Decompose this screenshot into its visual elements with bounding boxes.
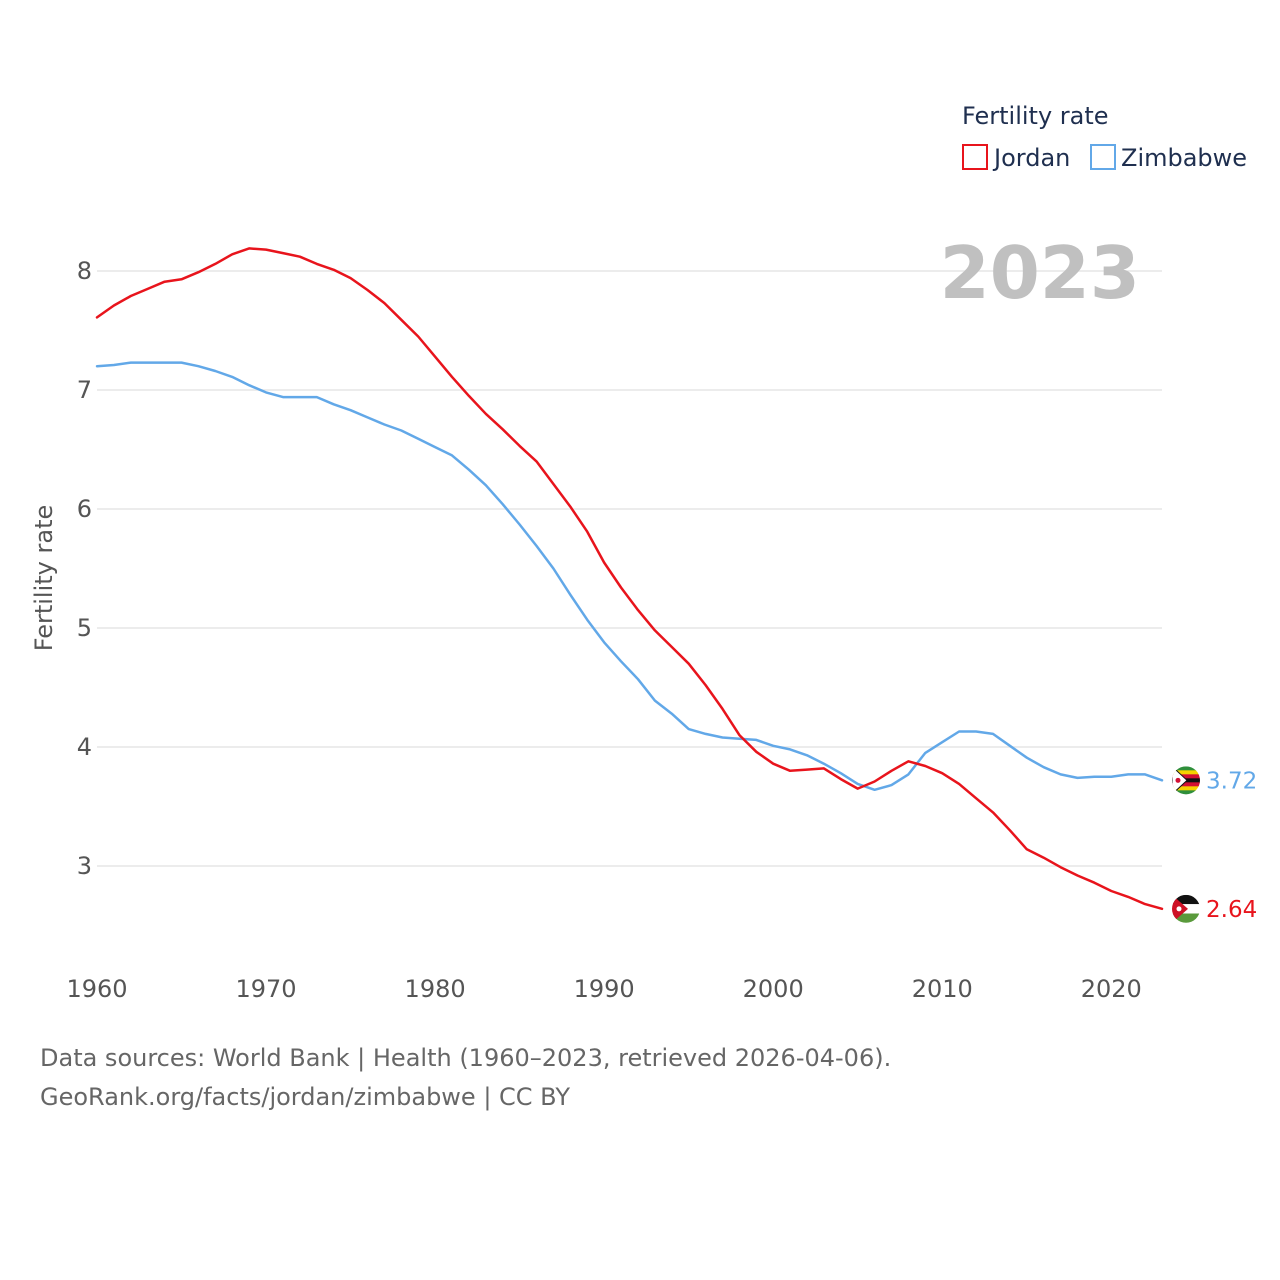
y-axis-label: Fertility rate bbox=[30, 505, 58, 652]
x-tick-label: 2010 bbox=[912, 975, 973, 1003]
series-lines bbox=[95, 247, 1164, 911]
grid-lines bbox=[97, 270, 1162, 867]
flag-stripe bbox=[1172, 766, 1200, 771]
x-tick-label: 1960 bbox=[66, 975, 127, 1003]
footer-sources: Data sources: World Bank | Health (1960–… bbox=[40, 1044, 892, 1072]
legend-label-jordan[interactable]: Jordan bbox=[992, 144, 1070, 172]
end-value-label-jordan: 2.64 bbox=[1206, 897, 1257, 923]
end-value-label-zimbabwe: 3.72 bbox=[1206, 768, 1257, 794]
series-line-jordan bbox=[95, 247, 1164, 911]
y-tick-label: 5 bbox=[77, 614, 92, 642]
legend-swatch-zimbabwe[interactable] bbox=[1090, 144, 1116, 170]
zimbabwe-flag-icon bbox=[1172, 766, 1200, 795]
flag-stripe bbox=[1172, 786, 1200, 791]
jordan-flag-icon bbox=[1172, 894, 1200, 923]
legend-label-zimbabwe[interactable]: Zimbabwe bbox=[1121, 144, 1247, 172]
flag-stripe bbox=[1172, 770, 1200, 775]
flag-stripe bbox=[1172, 790, 1200, 795]
series-line-zimbabwe bbox=[95, 361, 1164, 792]
legend: Fertility rate Jordan Zimbabwe bbox=[962, 102, 1247, 172]
x-tick-label: 1980 bbox=[405, 975, 466, 1003]
x-tick-label: 1990 bbox=[574, 975, 635, 1003]
y-axis-ticks: 3 4 5 6 7 8 bbox=[77, 257, 92, 880]
y-tick-label: 7 bbox=[77, 376, 92, 404]
footer-attribution[interactable]: GeoRank.org/facts/jordan/zimbabwe | CC B… bbox=[40, 1083, 570, 1111]
flag-stripe bbox=[1172, 782, 1200, 787]
y-tick-label: 6 bbox=[77, 495, 92, 523]
x-tick-label: 2020 bbox=[1081, 975, 1142, 1003]
y-tick-label: 4 bbox=[77, 733, 92, 761]
legend-swatch-jordan[interactable] bbox=[962, 144, 988, 170]
year-label: 2023 bbox=[940, 231, 1140, 315]
x-axis-ticks: 1960 1970 1980 1990 2000 2010 2020 bbox=[66, 975, 1141, 1003]
y-tick-label: 8 bbox=[77, 257, 92, 285]
legend-title: Fertility rate bbox=[962, 102, 1109, 130]
x-tick-label: 2000 bbox=[743, 975, 804, 1003]
flag-stripe bbox=[1172, 774, 1200, 779]
end-markers: 2.64 3.72 bbox=[1172, 766, 1257, 923]
flag-star bbox=[1175, 777, 1181, 783]
flag-stripe bbox=[1172, 894, 1200, 905]
y-tick-label: 3 bbox=[77, 852, 92, 880]
flag-stripe bbox=[1172, 913, 1200, 923]
flag-star bbox=[1176, 906, 1182, 912]
x-tick-label: 1970 bbox=[236, 975, 297, 1003]
